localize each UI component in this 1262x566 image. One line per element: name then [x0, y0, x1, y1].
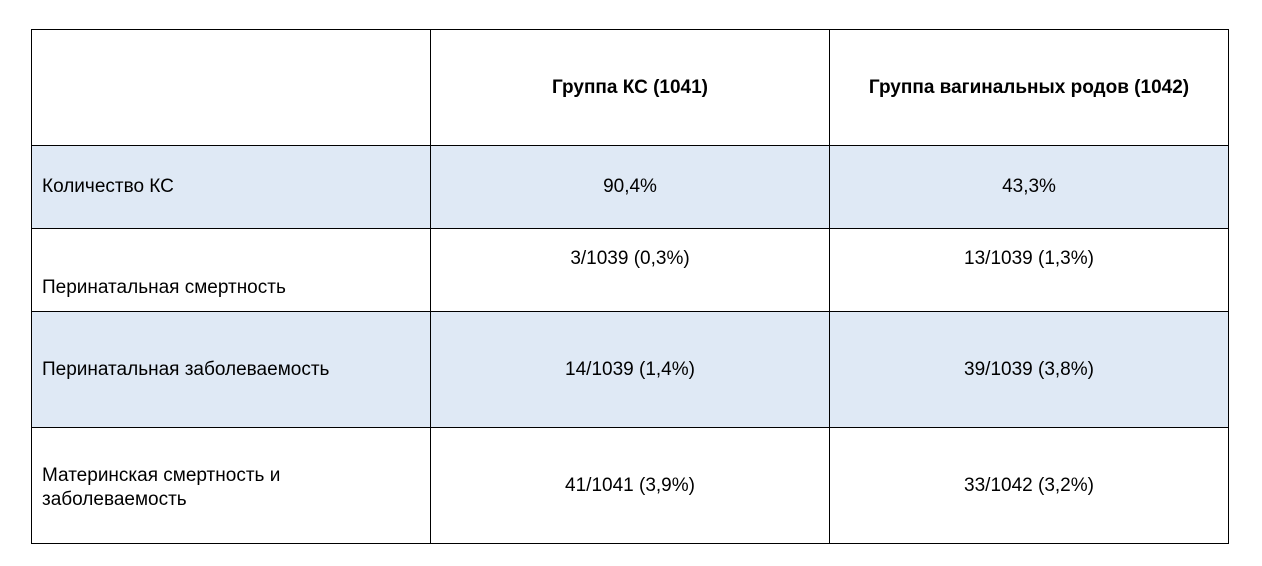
- row-label-perinatal-mortality: Перинатальная смертность: [31, 228, 431, 312]
- table-row: Перинатальная заболеваемость 14/1039 (1,…: [31, 311, 1229, 428]
- row-label-perinatal-morbidity: Перинатальная заболеваемость: [31, 311, 431, 428]
- cell-maternal-mortality-morbidity-vaginal: 33/1042 (3,2%): [829, 427, 1229, 544]
- cell-maternal-mortality-morbidity-cs: 41/1041 (3,9%): [430, 427, 830, 544]
- cell-cs-count-vaginal: 43,3%: [829, 145, 1229, 229]
- table-row: Количество КС 90,4% 43,3%: [31, 145, 1229, 229]
- cell-perinatal-mortality-vaginal: 13/1039 (1,3%): [829, 228, 1229, 312]
- table-row: Перинатальная смертность 3/1039 (0,3%) 1…: [31, 228, 1229, 312]
- table-row: Материнская смертность и заболеваемость …: [31, 427, 1229, 544]
- header-empty-cell: [31, 29, 431, 146]
- header-vaginal-group: Группа вагинальных родов (1042): [829, 29, 1229, 146]
- cell-perinatal-morbidity-cs: 14/1039 (1,4%): [430, 311, 830, 428]
- row-label-cs-count: Количество КС: [31, 145, 431, 229]
- comparison-table: Группа КС (1041) Группа вагинальных родо…: [31, 29, 1229, 544]
- row-label-maternal-mortality-morbidity: Материнская смертность и заболеваемость: [31, 427, 431, 544]
- cell-perinatal-morbidity-vaginal: 39/1039 (3,8%): [829, 311, 1229, 428]
- cell-cs-count-cs: 90,4%: [430, 145, 830, 229]
- header-cs-group: Группа КС (1041): [430, 29, 830, 146]
- table-header-row: Группа КС (1041) Группа вагинальных родо…: [31, 29, 1229, 146]
- cell-perinatal-mortality-cs: 3/1039 (0,3%): [430, 228, 830, 312]
